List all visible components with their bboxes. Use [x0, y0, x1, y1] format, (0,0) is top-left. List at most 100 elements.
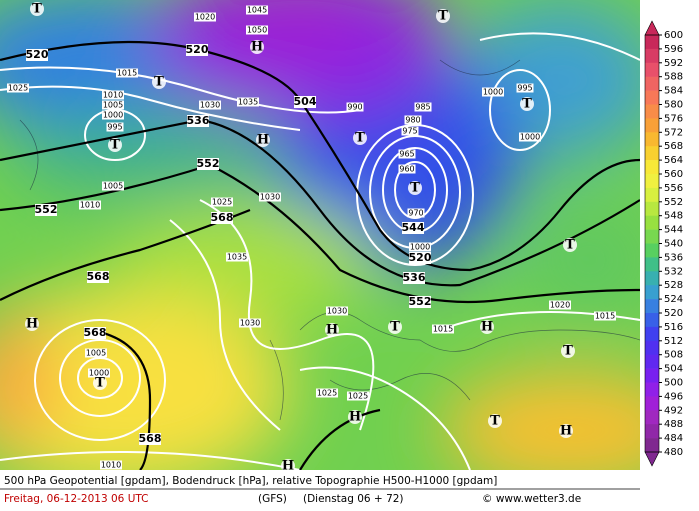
- colorbar-swatch: [645, 410, 659, 425]
- label-box: [398, 149, 416, 159]
- geopotential-label: 544: [402, 221, 425, 234]
- label-box: [401, 126, 419, 136]
- pressure-center: H: [282, 459, 294, 474]
- pressure-center: H: [481, 320, 493, 335]
- label-box: [102, 100, 124, 110]
- geopotential-label: 568: [84, 326, 107, 339]
- geopotential-label: 568: [139, 432, 162, 445]
- label-box: [35, 204, 57, 216]
- colorbar-tick-label: 500: [664, 378, 683, 389]
- isobar-label: 1005: [86, 349, 106, 358]
- isobar-label: 1015: [117, 69, 137, 78]
- isobar-label: 1030: [260, 193, 280, 202]
- colorbar-tick-label: 516: [664, 322, 683, 333]
- colorbar-swatch: [645, 215, 659, 230]
- label-box: [194, 12, 216, 22]
- isobar-label: 1010: [80, 201, 100, 210]
- isobar-label: 1035: [227, 253, 247, 262]
- colorbar-tick-label: 504: [664, 364, 683, 375]
- colorbar-swatch: [645, 201, 659, 216]
- isobar-label: 1015: [433, 325, 453, 334]
- isobar-label: 1030: [200, 101, 220, 110]
- marker-bg: [25, 317, 39, 331]
- isobar-label: 1025: [317, 389, 337, 398]
- colorbar-swatch: [645, 396, 659, 411]
- isobar-label: 1030: [327, 307, 347, 316]
- colorbar-tick-label: 576: [664, 113, 683, 124]
- label-box: [403, 272, 425, 284]
- marker-bg: [520, 97, 534, 111]
- marker-bg: [436, 9, 450, 23]
- model: (GFS): [258, 493, 287, 505]
- colorbar-swatch: [645, 271, 659, 286]
- colorbar-swatch: [645, 90, 659, 105]
- isobar-label: 1000: [483, 88, 503, 97]
- isobar-label: 960: [399, 165, 414, 174]
- label-box: [100, 460, 122, 470]
- label-box: [102, 181, 124, 191]
- label-box: [186, 44, 208, 56]
- colorbar-swatch: [645, 146, 659, 161]
- geopotential-label: 552: [197, 157, 220, 170]
- marker-bg: [152, 75, 166, 89]
- label-box: [187, 115, 209, 127]
- label-box: [199, 100, 221, 110]
- isobar-label: 1010: [103, 91, 123, 100]
- label-box: [246, 25, 268, 35]
- colorbar-swatch: [645, 187, 659, 203]
- colorbar-swatch: [645, 160, 659, 175]
- colorbar-swatch: [645, 326, 659, 342]
- colorbar: 600 596 592 588 584 580 576 572 568 564 560 556 552 5…: [644, 20, 683, 467]
- marker-bg: [256, 133, 270, 147]
- pressure-center: T: [32, 2, 42, 17]
- isobar-label: 1050: [247, 26, 267, 35]
- isobar-label: 1005: [103, 101, 123, 110]
- label-box: [432, 324, 454, 334]
- isobar-label: 995: [107, 123, 122, 132]
- label-box: [482, 87, 504, 97]
- label-box: [316, 388, 338, 398]
- marker-bg: [348, 410, 362, 424]
- colorbar-tick-label: 488: [664, 419, 683, 430]
- isobar-label: 1030: [240, 319, 260, 328]
- isobar-label: 1000: [89, 369, 109, 378]
- colorbar-tick-label: 532: [664, 266, 683, 277]
- colorbar-tick-label: 492: [664, 405, 683, 416]
- label-box: [402, 222, 424, 234]
- colorbar-tick-label: 496: [664, 391, 683, 402]
- colorbar-tick-label: 592: [664, 58, 683, 69]
- pressure-center: T: [410, 181, 420, 196]
- colorbar-tick-label: 568: [664, 141, 683, 152]
- colorbar-tick-label: 588: [664, 72, 683, 83]
- label-box: [102, 90, 124, 100]
- colorbar-swatch: [645, 299, 659, 314]
- label-box: [87, 271, 109, 283]
- isobar-label: 965: [399, 150, 414, 159]
- label-box: [85, 348, 107, 358]
- colorbar-swatch: [645, 132, 659, 147]
- label-box: [88, 368, 110, 378]
- colorbar-tick-label: 512: [664, 336, 683, 347]
- geopotential-label: 552: [35, 203, 58, 216]
- colorbar-swatch: [645, 438, 659, 453]
- colorbar-tick-label: 528: [664, 280, 683, 291]
- colorbar-tick-label: 548: [664, 211, 683, 222]
- pressure-center: T: [355, 131, 365, 146]
- product-title: 500 hPa Geopotential [gpdam], Bodendruck…: [4, 475, 497, 487]
- colorbar-swatch: [645, 368, 659, 383]
- isobar-label: 1000: [103, 111, 123, 120]
- pressure-center: H: [326, 323, 338, 338]
- pressure-center: T: [490, 414, 500, 429]
- colorbar-tick-label: 552: [664, 197, 683, 208]
- isobar-label: 1020: [550, 301, 570, 310]
- colorbar-swatch: [645, 48, 659, 64]
- label-box: [549, 300, 571, 310]
- colorbar-arrow-bottom: [644, 451, 660, 467]
- colorbar-swatch: [645, 118, 659, 133]
- marker-bg: [30, 2, 44, 16]
- label-box: [594, 311, 616, 321]
- colorbar-tick-label: 572: [664, 127, 683, 138]
- label-box: [116, 68, 138, 78]
- label-box: [409, 252, 431, 264]
- isobar-label: 990: [347, 103, 362, 112]
